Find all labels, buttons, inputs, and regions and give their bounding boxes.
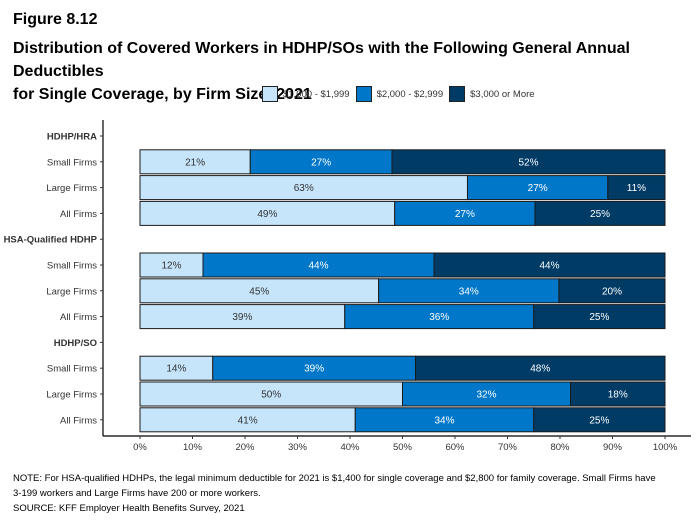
bar-segment [607, 175, 666, 201]
data-label: 27% [311, 157, 331, 168]
bar-segment [433, 252, 666, 278]
bar-segment [249, 149, 393, 175]
legend-swatch [355, 86, 372, 102]
row-label: Large Firms [46, 390, 97, 401]
data-label: 32% [476, 390, 496, 401]
bar-segment [139, 355, 214, 381]
legend-item: $3,000 or More [449, 86, 535, 102]
row-label: Small Firms [47, 157, 97, 168]
bar-segment [394, 200, 536, 226]
x-tick-label: 20% [235, 442, 255, 453]
bar-segment [212, 355, 416, 381]
x-tick-label: 40% [340, 442, 360, 453]
data-label: 34% [459, 286, 479, 297]
data-label: 45% [249, 286, 269, 297]
bar-segment [139, 175, 468, 201]
x-tick-label: 50% [393, 442, 413, 453]
data-label: 39% [232, 312, 252, 323]
bar-segment [139, 278, 380, 304]
group-header-label: HDHP/HRA [47, 132, 97, 143]
data-label: 50% [261, 390, 281, 401]
data-label: 25% [590, 209, 610, 220]
row-label: Small Firms [47, 364, 97, 375]
bar-segment [378, 278, 560, 304]
bar-segment [139, 149, 251, 175]
data-label: 27% [528, 183, 548, 194]
data-label: 34% [434, 415, 454, 426]
bar-segment [414, 355, 666, 381]
row-label: All Firms [60, 415, 97, 426]
bar-segment [202, 252, 435, 278]
legend-label: $3,000 or More [470, 88, 535, 100]
data-label: 11% [627, 183, 646, 194]
row-label: Small Firms [47, 261, 97, 272]
x-tick-label: 80% [550, 442, 570, 453]
row-label: Large Firms [46, 183, 97, 194]
title-line-2: for Single Coverage, by Firm Size, 2021 [13, 86, 312, 103]
footnote: NOTE: For HSA-qualified HDHPs, the legal… [13, 471, 693, 516]
note-line-1: NOTE: For HSA-qualified HDHPs, the legal… [13, 473, 656, 484]
bar-segment [344, 304, 535, 330]
bar-segment [533, 304, 666, 330]
bar-segment [391, 149, 666, 175]
legend-swatch [262, 86, 278, 102]
data-label: 36% [429, 312, 449, 323]
title-line-1: Distribution of Covered Workers in HDHP/… [13, 40, 630, 80]
group-header-label: HDHP/SO [54, 338, 97, 349]
chart-title: Distribution of Covered Workers in HDHP/… [13, 37, 693, 106]
data-label: 21% [185, 157, 205, 168]
source-line: SOURCE: KFF Employer Health Benefits Sur… [13, 503, 245, 514]
bar-segment [570, 381, 666, 407]
legend-item: $2,000 - $2,999 [355, 86, 444, 102]
bar-segment [139, 381, 403, 407]
x-tick-label: 100% [653, 442, 678, 453]
bar-segment [533, 407, 666, 433]
legend: $1,000 - $1,999 $2,000 - $2,999 $3,000 o… [262, 86, 541, 102]
data-label: 49% [257, 209, 277, 220]
data-label: 25% [589, 415, 609, 426]
data-label: 14% [166, 364, 186, 375]
row-label: Large Firms [46, 286, 97, 297]
row-label: All Firms [60, 312, 97, 323]
data-label: 18% [608, 390, 628, 401]
row-label: All Firms [60, 209, 97, 220]
bar-segment [139, 252, 204, 278]
legend-swatch [449, 86, 466, 102]
x-tick-label: 10% [183, 442, 203, 453]
data-label: 44% [539, 261, 559, 272]
x-tick-label: 90% [603, 442, 623, 453]
data-label: 12% [161, 261, 181, 272]
note-line-2: 3-199 workers and Large Firms have 200 o… [13, 488, 261, 499]
bar-segment [466, 175, 609, 201]
data-label: 41% [238, 415, 258, 426]
bar-segment [402, 381, 571, 407]
data-label: 39% [304, 364, 324, 375]
figure-label: Figure 8.12 [13, 11, 98, 28]
bar-segment [354, 407, 535, 433]
x-tick-label: 70% [498, 442, 518, 453]
bar-segment [558, 278, 666, 304]
x-tick-label: 0% [133, 442, 147, 453]
bar-segment [534, 200, 666, 226]
bar-segment [139, 407, 356, 433]
data-label: 48% [530, 364, 550, 375]
x-tick-label: 30% [288, 442, 308, 453]
group-header-label: HSA-Qualified HDHP [4, 235, 98, 246]
data-label: 27% [455, 209, 475, 220]
data-label: 25% [589, 312, 609, 323]
legend-label: $1,000 - $1,999 [283, 88, 350, 100]
legend-item: $1,000 - $1,999 [262, 86, 350, 102]
x-tick-label: 60% [445, 442, 465, 453]
data-label: 44% [308, 261, 328, 272]
bar-segment [139, 304, 346, 330]
data-label: 20% [602, 286, 622, 297]
data-label: 63% [294, 183, 314, 194]
data-label: 52% [518, 157, 538, 168]
legend-label: $2,000 - $2,999 [376, 88, 444, 100]
